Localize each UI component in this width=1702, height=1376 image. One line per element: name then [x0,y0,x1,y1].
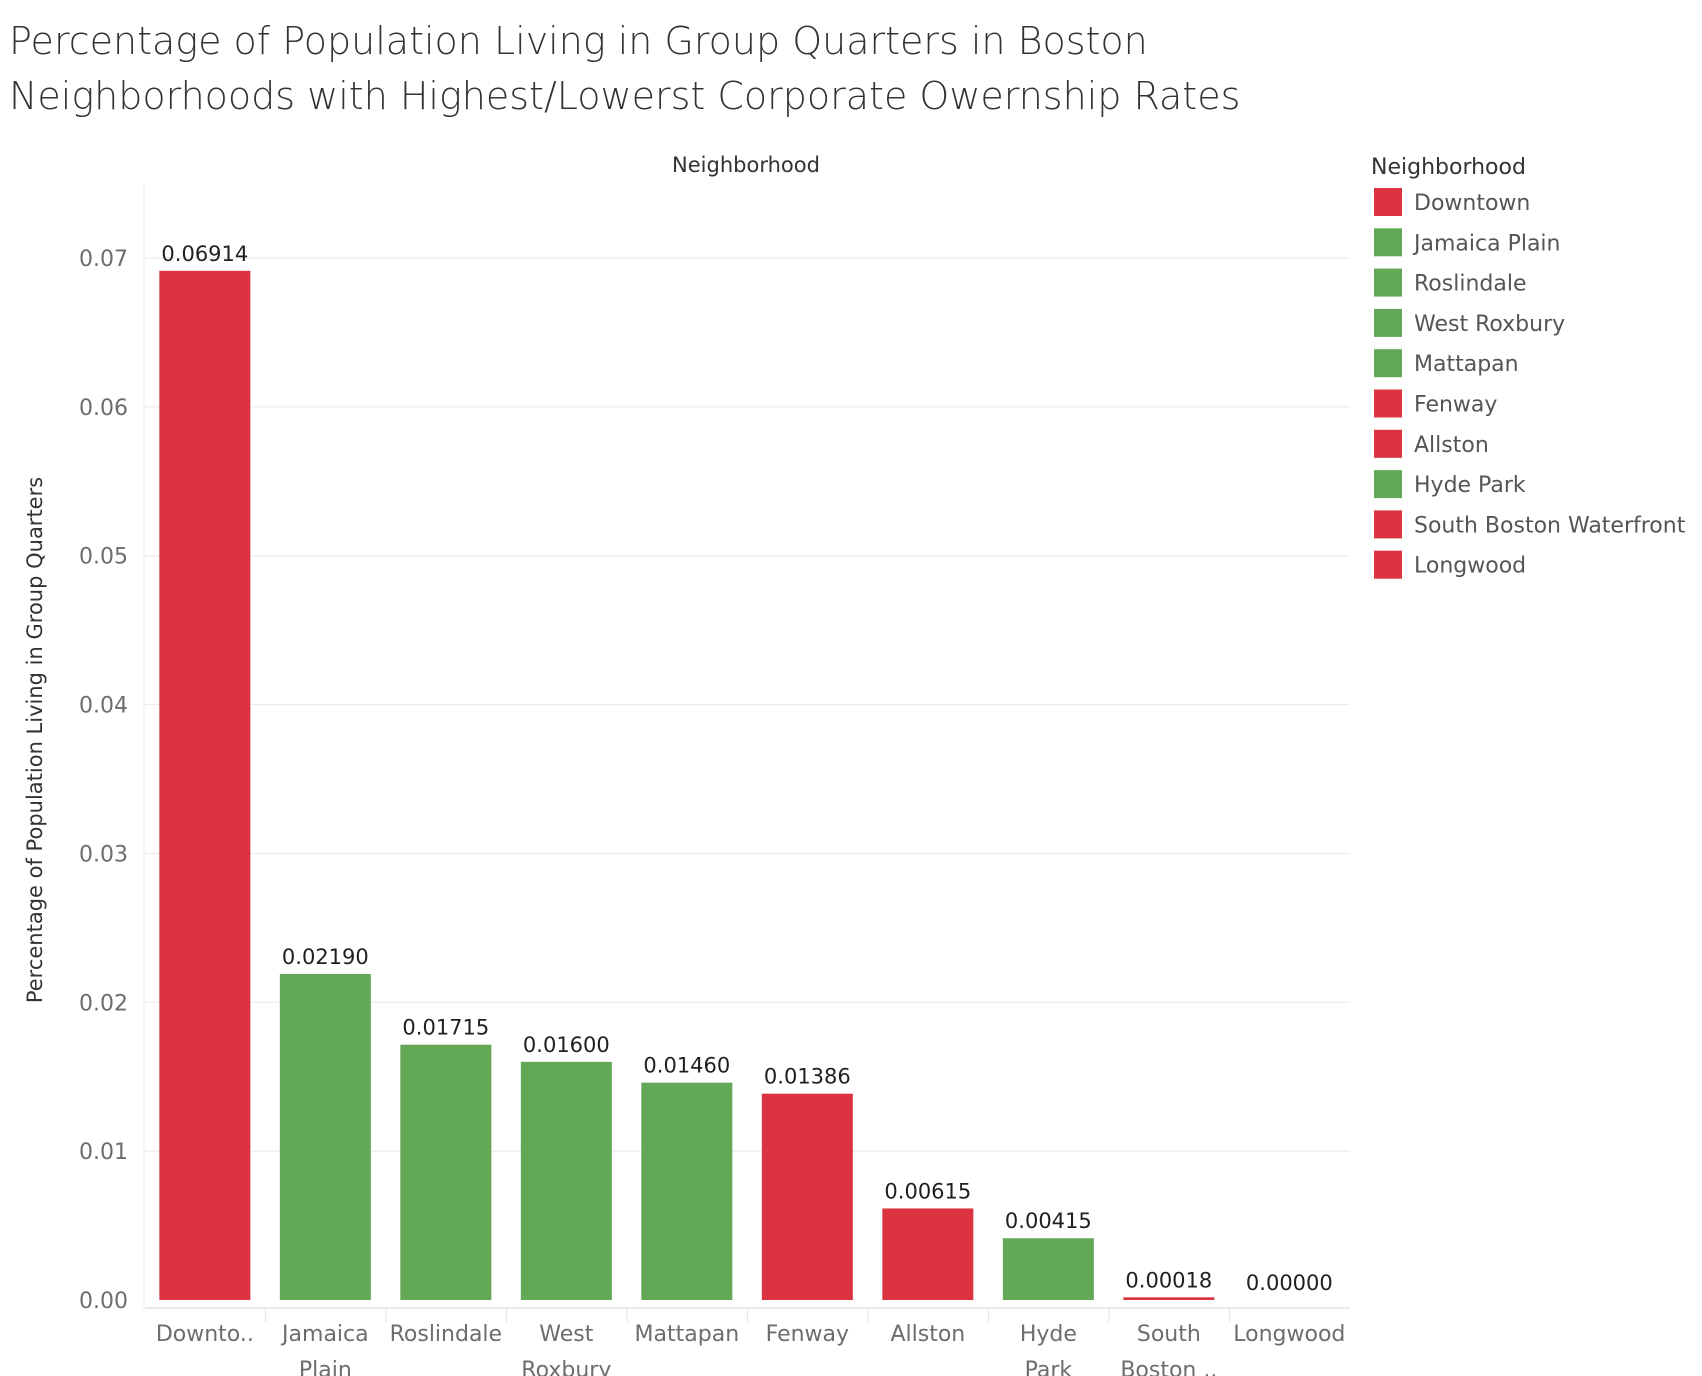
y-tick-label: 0.07 [79,247,128,272]
x-tick-label: Allston [890,1322,965,1347]
data-label: 0.00415 [1005,1209,1092,1233]
data-label: 0.01386 [764,1065,851,1089]
y-tick-label: 0.00 [79,1289,128,1314]
legend-swatch [1374,510,1402,539]
bar-allston[interactable] [882,1208,974,1300]
legend-swatch [1374,429,1402,458]
legend-swatch [1374,228,1402,257]
legend-entry: Roslindale [1414,272,1526,297]
legend-entry: Allston [1414,433,1489,458]
legend-swatch [1374,349,1402,378]
legend-swatch [1374,268,1402,297]
column-header: Neighborhood [672,153,820,177]
x-tick-label: Boston .. [1120,1358,1217,1376]
bar-hyde-park[interactable] [1002,1238,1094,1300]
x-tick-label: Mattapan [635,1322,740,1347]
y-tick-label: 0.02 [79,991,128,1016]
legend-entry: Jamaica Plain [1412,231,1560,256]
x-axis-ticks: Downto.. Jamaica Plain Roslindale West Roxbur… [156,1322,1346,1376]
legend-swatch [1374,188,1402,216]
x-tick-label: Plain [299,1358,352,1376]
legend-entry: Downtown [1414,191,1530,216]
x-tick-label: Downto.. [156,1322,254,1347]
x-tick-label: South [1137,1322,1201,1347]
bar-west-roxbury[interactable] [520,1061,612,1300]
y-tick-label: 0.04 [79,694,128,719]
chart-title-line-1: Percentage of Population Living in Group… [9,19,1148,63]
data-label: 0.06914 [161,242,248,266]
bar-south-boston-waterfront[interactable] [1123,1297,1215,1300]
x-tick-label: West [539,1322,593,1347]
legend-title: Neighborhood [1371,155,1526,180]
y-tick-label: 0.03 [79,842,128,867]
legend-entry: South Boston Waterfront [1414,513,1686,538]
y-tick-label: 0.05 [79,545,128,570]
x-tick-label: Fenway [766,1322,849,1347]
bar-jamaica-plain[interactable] [279,974,371,1300]
legend-swatch [1374,470,1402,499]
legend: Neighborhood Downtown Jamaica Plain Roslin… [1371,155,1686,579]
data-label: 0.01460 [643,1054,730,1078]
legend-entry: Longwood [1414,554,1526,579]
data-label: 0.00018 [1125,1268,1212,1292]
chart-title: Percentage of Population Living in Group… [9,14,1309,124]
y-axis-ticks: 0.00 0.01 0.02 0.03 0.04 0.05 0.06 0.07 [79,247,128,1314]
legend-swatch [1374,389,1402,418]
legend-entry: Fenway [1414,393,1497,418]
legend-entry: Mattapan [1414,352,1519,377]
legend-swatch [1374,308,1402,337]
x-tick-label: Jamaica [280,1322,369,1347]
bar-mattapan[interactable] [641,1082,733,1300]
y-tick-label: 0.01 [79,1140,128,1165]
data-label: 0.02190 [282,945,369,969]
x-tick-label: Park [1025,1358,1073,1376]
x-tick-label: Longwood [1233,1322,1345,1347]
bars [159,270,1215,1300]
x-tick-label: Hyde [1020,1322,1077,1347]
legend-entry: West Roxbury [1414,312,1565,337]
x-tick-label: Roslindale [390,1322,502,1347]
data-label: 0.01600 [523,1033,610,1057]
data-label: 0.00000 [1246,1271,1333,1295]
bar-downtown[interactable] [159,270,251,1300]
x-tick-label: Roxbury [521,1358,611,1376]
data-label: 0.00615 [884,1179,971,1203]
y-axis-title: Percentage of Population Living in Group… [23,477,47,1003]
bar-fenway[interactable] [761,1093,853,1300]
y-tick-label: 0.06 [79,396,128,421]
data-labels: 0.06914 0.02190 0.01715 0.01600 0.01460 0.013… [161,242,1332,1295]
legend-swatch [1374,550,1402,579]
bar-roslindale[interactable] [400,1044,492,1300]
legend-entry: Hyde Park [1414,473,1526,498]
data-label: 0.01715 [402,1016,489,1040]
chart-title-line-2: Neighborhoods with Highest/Lowerst Corpo… [9,74,1241,118]
